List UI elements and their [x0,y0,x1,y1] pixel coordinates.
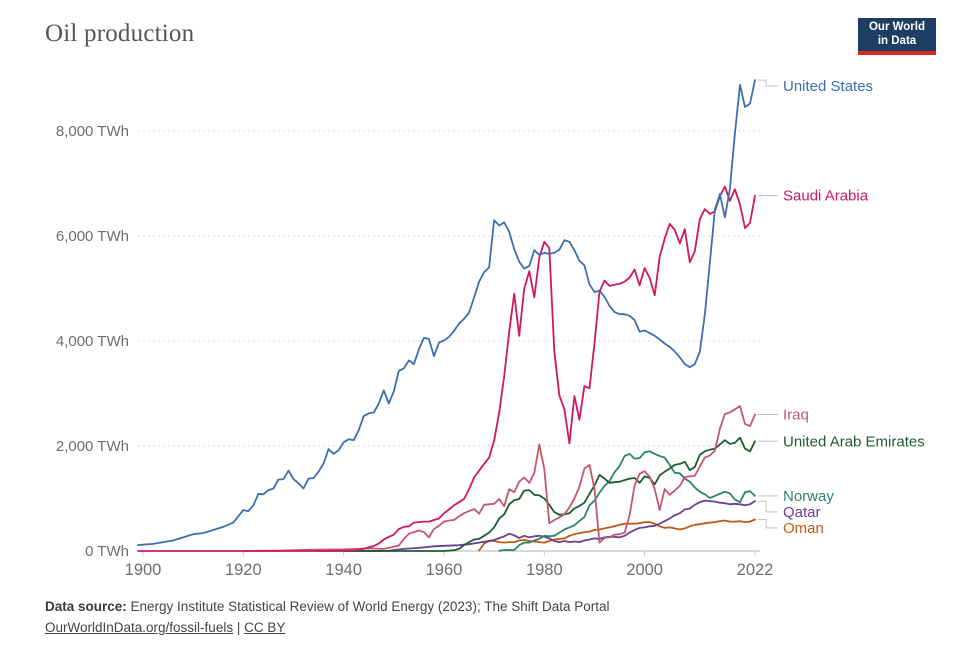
chart-line-united-states[interactable] [137,79,756,546]
x-axis-tick-label: 1980 [526,561,563,579]
license-line: OurWorldInData.org/fossil-fuels | CC BY [45,618,610,639]
legend-connector [758,79,778,87]
y-axis-tick-label: 2,000 TWh [56,438,129,455]
chart-line-saudi-arabia[interactable] [137,185,756,552]
data-source-label: Data source: [45,599,127,614]
x-axis-tick-label: 2022 [737,561,774,579]
chart-line-norway[interactable] [498,450,756,552]
data-source-text: Energy Institute Statistical Review of W… [126,599,610,614]
license-link[interactable]: CC BY [244,619,286,635]
chart-footer: Data source: Energy Institute Statistica… [45,597,610,639]
legend-connector [758,500,778,513]
legend-label-norway[interactable]: Norway [783,488,834,505]
x-axis-tick-label: 1900 [125,561,162,579]
chart-line-united-arab-emirates[interactable] [317,436,756,552]
chart-line-oman[interactable] [478,518,756,552]
legend-label-united-states[interactable]: United States [783,78,873,95]
x-axis-tick-label: 2000 [626,561,663,579]
x-axis-tick-label: 1960 [426,561,463,579]
owid-logo-line1: Our World [868,20,925,33]
owid-logo-line2: in Data [877,34,917,47]
legend-label-united-arab-emirates[interactable]: United Arab Emirates [783,433,925,450]
x-axis-tick-label: 1920 [225,561,262,579]
page-title: Oil production [45,20,195,47]
legend-label-qatar[interactable]: Qatar [783,504,821,521]
data-source-line: Data source: Energy Institute Statistica… [45,597,610,618]
link-separator: | [233,619,245,635]
x-axis-tick-label: 1940 [325,561,362,579]
y-axis-tick-label: 0 TWh [85,543,129,560]
legend-label-iraq[interactable]: Iraq [783,407,809,424]
legend-label-oman[interactable]: Oman [783,520,824,537]
owid-logo[interactable]: Our World in Data [858,18,936,55]
line-chart: 0 TWh 2,000 TWh 4,000 TWh 6,000 TWh 8,000 TW… [56,78,925,579]
chart-line-iraq[interactable] [242,405,756,552]
owid-link[interactable]: OurWorldInData.org/fossil-fuels [45,619,234,635]
y-axis-tick-label: 6,000 TWh [56,228,129,245]
y-axis-tick-label: 4,000 TWh [56,333,129,350]
legend-label-saudi-arabia[interactable]: Saudi Arabia [783,188,869,205]
legend-connector [758,519,778,529]
y-axis-tick-label: 8,000 TWh [56,123,129,140]
chart-line-qatar[interactable] [342,499,756,552]
